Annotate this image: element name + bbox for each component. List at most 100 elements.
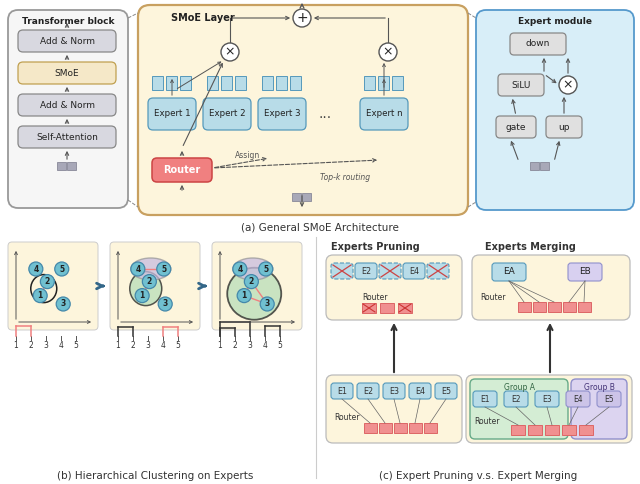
FancyBboxPatch shape <box>203 98 251 130</box>
Text: 2: 2 <box>131 341 136 349</box>
Bar <box>57 162 66 170</box>
Bar <box>398 303 412 313</box>
Text: Router: Router <box>474 417 499 425</box>
Text: 1: 1 <box>140 291 145 300</box>
FancyBboxPatch shape <box>18 126 116 148</box>
Bar <box>166 76 177 90</box>
FancyBboxPatch shape <box>110 242 200 330</box>
Text: Router: Router <box>334 412 360 422</box>
Text: Expert 1: Expert 1 <box>154 109 190 119</box>
Bar <box>578 302 591 312</box>
Text: 4: 4 <box>33 264 38 273</box>
Text: 5: 5 <box>59 264 65 273</box>
Text: 2: 2 <box>249 277 254 286</box>
Bar <box>364 423 377 433</box>
FancyBboxPatch shape <box>357 383 379 399</box>
FancyBboxPatch shape <box>546 116 582 138</box>
Ellipse shape <box>233 258 273 280</box>
Text: 3: 3 <box>264 300 270 308</box>
FancyBboxPatch shape <box>466 375 632 443</box>
Text: Add & Norm: Add & Norm <box>40 36 95 45</box>
Text: Group A: Group A <box>504 383 534 393</box>
Text: Group B: Group B <box>584 383 614 393</box>
FancyBboxPatch shape <box>409 383 431 399</box>
Ellipse shape <box>130 272 162 305</box>
Bar <box>530 162 539 170</box>
FancyBboxPatch shape <box>568 263 602 281</box>
Text: E2: E2 <box>361 267 371 275</box>
Bar <box>364 76 375 90</box>
Circle shape <box>33 288 47 302</box>
FancyBboxPatch shape <box>383 383 405 399</box>
Bar <box>67 162 76 170</box>
FancyBboxPatch shape <box>212 242 302 330</box>
Bar <box>409 423 422 433</box>
Circle shape <box>142 274 156 288</box>
Text: Router: Router <box>480 293 506 302</box>
Text: E5: E5 <box>604 394 614 404</box>
Text: E3: E3 <box>542 394 552 404</box>
Text: E3: E3 <box>389 387 399 395</box>
Text: up: up <box>558 122 570 132</box>
Bar <box>394 423 407 433</box>
Bar <box>579 425 593 435</box>
Text: 5: 5 <box>175 341 180 349</box>
Text: Router: Router <box>362 293 387 302</box>
FancyBboxPatch shape <box>403 263 425 279</box>
Text: SMoE Layer: SMoE Layer <box>171 13 235 23</box>
Text: 2: 2 <box>147 277 152 286</box>
Text: Transformer block: Transformer block <box>22 16 115 26</box>
FancyBboxPatch shape <box>8 10 128 208</box>
Bar <box>235 76 246 90</box>
Text: 4: 4 <box>59 341 63 349</box>
FancyBboxPatch shape <box>504 391 528 407</box>
Bar <box>424 423 437 433</box>
Text: E2: E2 <box>363 387 373 395</box>
Ellipse shape <box>227 268 281 320</box>
FancyBboxPatch shape <box>258 98 306 130</box>
Text: Router: Router <box>163 165 200 175</box>
Bar <box>545 425 559 435</box>
FancyBboxPatch shape <box>472 255 630 320</box>
Text: Expert 3: Expert 3 <box>264 109 300 119</box>
FancyBboxPatch shape <box>326 375 462 443</box>
Bar <box>292 193 301 201</box>
Text: (a) General SMoE Architecture: (a) General SMoE Architecture <box>241 223 399 233</box>
Text: 5: 5 <box>161 264 166 273</box>
Text: 3: 3 <box>145 341 150 349</box>
FancyBboxPatch shape <box>496 116 536 138</box>
FancyBboxPatch shape <box>18 30 116 52</box>
Text: Expert module: Expert module <box>518 17 592 27</box>
Text: 2: 2 <box>29 341 33 349</box>
Text: Add & Norm: Add & Norm <box>40 101 95 109</box>
Ellipse shape <box>131 258 171 280</box>
Text: +: + <box>296 11 308 25</box>
Text: (b) Hierarchical Clustering on Experts: (b) Hierarchical Clustering on Experts <box>57 471 253 481</box>
Circle shape <box>40 274 54 288</box>
Text: E5: E5 <box>441 387 451 395</box>
FancyBboxPatch shape <box>597 391 621 407</box>
Bar <box>221 76 232 90</box>
Text: E4: E4 <box>409 267 419 275</box>
Circle shape <box>237 288 251 302</box>
Bar <box>262 76 273 90</box>
FancyBboxPatch shape <box>8 242 98 330</box>
FancyBboxPatch shape <box>473 391 497 407</box>
FancyBboxPatch shape <box>498 74 544 96</box>
Bar <box>302 193 311 201</box>
Bar <box>378 76 389 90</box>
Bar <box>562 425 576 435</box>
Text: 4: 4 <box>262 341 268 349</box>
Text: 3: 3 <box>61 300 66 308</box>
Text: down: down <box>526 40 550 48</box>
FancyBboxPatch shape <box>326 255 462 320</box>
FancyBboxPatch shape <box>148 98 196 130</box>
Bar <box>392 76 403 90</box>
FancyBboxPatch shape <box>18 94 116 116</box>
Text: 5: 5 <box>263 264 268 273</box>
Text: ...: ... <box>319 107 332 121</box>
FancyBboxPatch shape <box>566 391 590 407</box>
Bar <box>511 425 525 435</box>
Bar <box>290 76 301 90</box>
Circle shape <box>293 9 311 27</box>
